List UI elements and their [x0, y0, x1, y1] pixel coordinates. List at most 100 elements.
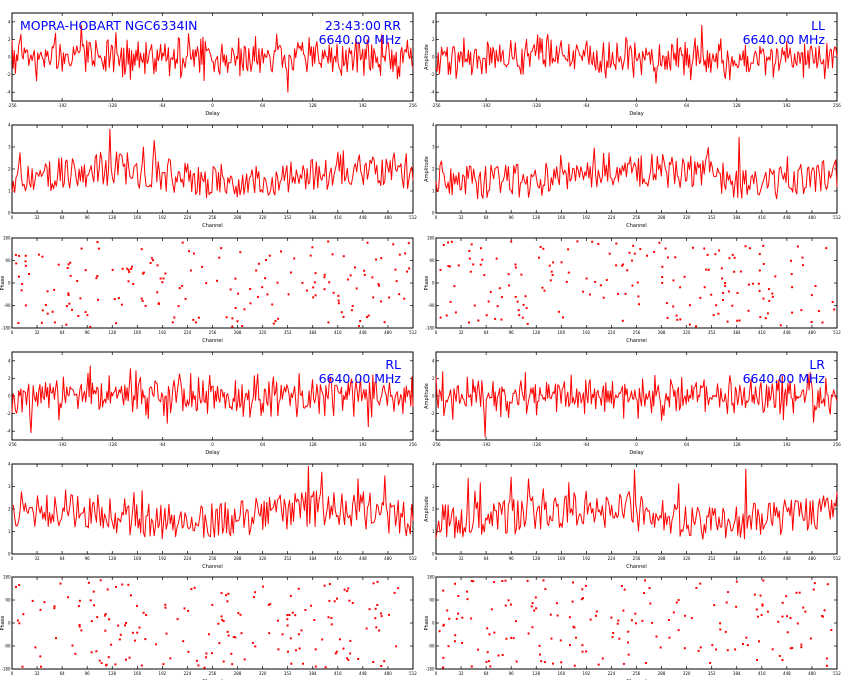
- scatter-point: [552, 261, 555, 264]
- scatter-point: [234, 636, 237, 639]
- scatter-point: [254, 591, 257, 594]
- scatter-point: [798, 591, 801, 594]
- scatter-point: [347, 587, 350, 590]
- scatter-point: [602, 296, 605, 299]
- scatter-point: [266, 293, 269, 296]
- y-tick-label: -2: [7, 411, 11, 416]
- scatter-point: [264, 277, 267, 280]
- scatter-point: [540, 660, 543, 663]
- scatter-point: [679, 286, 682, 289]
- panel-rl-phase: 0 32 64 96 128 160 192 224 256 288 320 352 384 416 448…: [0, 575, 417, 680]
- x-tick-label: 288: [658, 330, 666, 335]
- x-tick-label: 96: [509, 671, 515, 676]
- scatter-point: [501, 580, 504, 582]
- scatter-point: [621, 264, 624, 267]
- scatter-point: [71, 644, 74, 647]
- scatter-point: [562, 316, 564, 319]
- scatter-point: [68, 302, 71, 305]
- scatter-point: [445, 314, 448, 317]
- x-tick-label: 32: [459, 556, 465, 561]
- scatter-point: [486, 627, 489, 630]
- scatter-point: [21, 283, 24, 285]
- x-tick-label: 512: [409, 330, 417, 335]
- scatter-point: [618, 637, 621, 640]
- scatter-point: [541, 286, 544, 289]
- scatter-point: [439, 316, 442, 319]
- x-tick-label: 192: [359, 103, 367, 108]
- scatter-point: [376, 580, 379, 583]
- scatter-point: [347, 658, 350, 661]
- scatter-point: [766, 610, 769, 613]
- y-tick-label: 0: [432, 211, 435, 216]
- series-line-rr-amp: [11, 128, 414, 199]
- scatter-point: [46, 290, 49, 293]
- scatter-point: [20, 289, 23, 292]
- scatter-point: [86, 314, 89, 317]
- scatter-point: [830, 629, 833, 631]
- scatter-point: [132, 283, 135, 285]
- scatter-point: [130, 267, 133, 270]
- scatter-point: [14, 253, 17, 256]
- scatter-point: [439, 268, 442, 271]
- x-tick-label: 480: [808, 330, 816, 335]
- scatter-point: [620, 585, 623, 587]
- x-tick-label: 384: [309, 671, 317, 676]
- scatter-point: [538, 256, 540, 259]
- scatter-point: [324, 666, 327, 669]
- y-tick-label: 2: [8, 37, 11, 42]
- panel-ll-amp: 0 32 64 96 128 160 192 224 256 288 320 352 384 416 448…: [424, 123, 841, 230]
- scatter-point: [617, 292, 619, 295]
- x-tick-label: 320: [259, 215, 267, 220]
- scatter-point: [470, 243, 473, 246]
- x-tick-label: 320: [259, 671, 267, 676]
- x-tick-label: -256: [7, 103, 17, 108]
- scatter-point: [388, 296, 391, 299]
- scatter-point: [646, 254, 648, 257]
- y-tick-label: 4: [8, 462, 11, 467]
- x-tick-label: 128: [108, 556, 116, 561]
- scatter-point: [181, 241, 184, 244]
- scatter-point: [333, 600, 336, 603]
- scatter-point: [559, 639, 562, 642]
- scatter-point: [683, 647, 686, 650]
- scatter-point: [140, 248, 143, 251]
- scatter-point: [611, 636, 614, 639]
- x-tick-label: 160: [133, 671, 141, 676]
- y-axis-label: Phase: [0, 616, 6, 631]
- x-tick-label: 64: [60, 330, 66, 335]
- scatter-point: [277, 317, 280, 320]
- x-tick-label: 224: [184, 556, 192, 561]
- scatter-point: [314, 272, 317, 275]
- scatter-point: [468, 321, 470, 324]
- scatter-point: [156, 291, 159, 294]
- scatter-point: [115, 585, 117, 588]
- x-tick-label: 224: [184, 215, 192, 220]
- scatter-point: [575, 636, 577, 639]
- scatter-point: [699, 296, 702, 299]
- scatter-point: [140, 297, 143, 300]
- scatter-point: [802, 264, 804, 267]
- x-tick-label: 416: [758, 671, 766, 676]
- scatter-point: [53, 605, 56, 608]
- scatter-point: [84, 269, 87, 272]
- x-tick-label: 512: [833, 215, 841, 220]
- scatter-point: [150, 257, 153, 260]
- scatter-point: [367, 314, 370, 317]
- scatter-point: [404, 252, 407, 255]
- scatter-point: [634, 622, 637, 625]
- series-line-ll-amp: [435, 136, 838, 200]
- scatter-point: [624, 292, 627, 295]
- scatter-point: [752, 282, 754, 285]
- scatter-point: [666, 256, 669, 259]
- scatter-point: [327, 616, 330, 619]
- x-tick-label: 64: [484, 215, 490, 220]
- scatter-point: [679, 318, 682, 321]
- x-tick-label: 416: [758, 556, 766, 561]
- panel-ll-delay: -256 -192 -128 -64 0 64 128 192 256 -4 -2 0 2 4 Delay A…: [424, 12, 841, 117]
- panel-frame: [435, 351, 838, 441]
- scatter-point: [195, 659, 198, 662]
- scatter-point: [232, 636, 235, 638]
- scatter-point: [66, 267, 69, 269]
- x-tick-label: 192: [783, 442, 791, 447]
- scatter-point: [338, 638, 341, 641]
